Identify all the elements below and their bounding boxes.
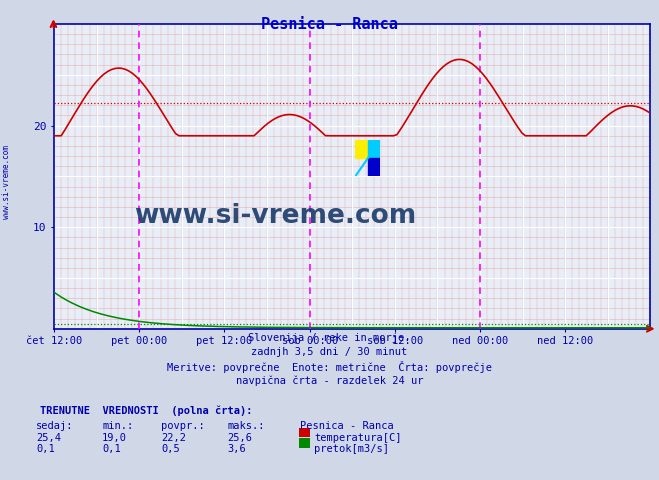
Text: Pesnica - Ranca: Pesnica - Ranca (261, 17, 398, 32)
Text: Pesnica - Ranca: Pesnica - Ranca (300, 421, 393, 431)
Text: Slovenija / reke in morje.: Slovenija / reke in morje. (248, 333, 411, 343)
Text: 25,6: 25,6 (227, 433, 252, 444)
Text: maks.:: maks.: (227, 421, 265, 431)
Text: pretok[m3/s]: pretok[m3/s] (314, 444, 389, 454)
Text: povpr.:: povpr.: (161, 421, 205, 431)
Text: 19,0: 19,0 (102, 433, 127, 444)
Text: 0,1: 0,1 (102, 444, 121, 454)
Text: www.si-vreme.com: www.si-vreme.com (2, 145, 11, 219)
Bar (368, 140, 380, 158)
Text: navpična črta - razdelek 24 ur: navpična črta - razdelek 24 ur (236, 376, 423, 386)
Text: temperatura[C]: temperatura[C] (314, 433, 402, 444)
Text: TRENUTNE  VREDNOSTI  (polna črta):: TRENUTNE VREDNOSTI (polna črta): (40, 406, 252, 416)
Text: 0,1: 0,1 (36, 444, 55, 454)
Text: www.si-vreme.com: www.si-vreme.com (134, 203, 416, 229)
Text: sedaj:: sedaj: (36, 421, 74, 431)
Bar (355, 140, 368, 158)
Bar (368, 158, 380, 176)
Text: 22,2: 22,2 (161, 433, 186, 444)
Text: Meritve: povprečne  Enote: metrične  Črta: povprečje: Meritve: povprečne Enote: metrične Črta:… (167, 361, 492, 373)
Text: 3,6: 3,6 (227, 444, 246, 454)
Text: zadnjh 3,5 dni / 30 minut: zadnjh 3,5 dni / 30 minut (251, 347, 408, 357)
Text: min.:: min.: (102, 421, 133, 431)
Text: 25,4: 25,4 (36, 433, 61, 444)
Text: 0,5: 0,5 (161, 444, 180, 454)
